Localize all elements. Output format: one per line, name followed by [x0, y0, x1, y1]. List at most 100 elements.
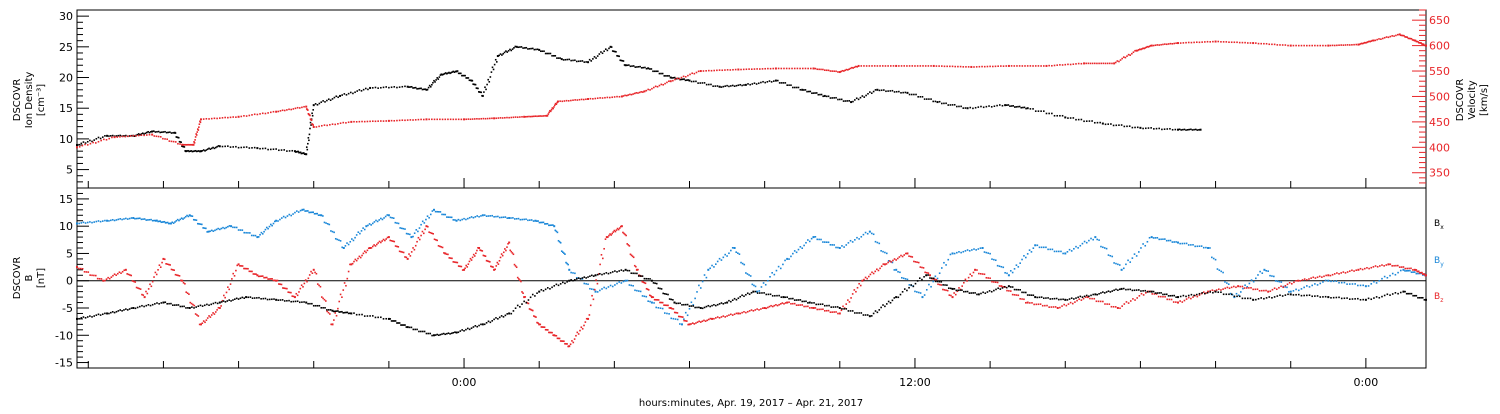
density-point [374, 86, 377, 89]
bx-point [342, 312, 345, 314]
by-point [290, 214, 292, 217]
density-point [101, 136, 104, 138]
bz-point [767, 306, 769, 309]
by-point [305, 210, 308, 212]
bx-point [980, 292, 982, 295]
density-point [515, 45, 518, 48]
velocity-point [1385, 36, 1388, 38]
velocity-point [210, 117, 213, 120]
by-point [1402, 268, 1405, 271]
bx-point [949, 287, 952, 290]
density-point [733, 85, 736, 87]
velocity-point [759, 68, 761, 70]
bz-point [1421, 271, 1423, 274]
velocity-point [890, 65, 892, 67]
bz-point [1321, 276, 1323, 278]
by-point [985, 251, 988, 254]
velocity-point [531, 115, 534, 118]
bx-point [1322, 296, 1324, 298]
by-point [718, 257, 721, 260]
by-point [396, 222, 398, 224]
velocity-point [516, 116, 519, 119]
velocity-point [1416, 40, 1418, 43]
bx-point [681, 304, 683, 306]
density-point [385, 86, 388, 88]
by-point [263, 230, 265, 233]
bx-point [927, 274, 929, 276]
by-point [542, 221, 545, 224]
velocity-point [1165, 43, 1168, 46]
density-point [390, 86, 393, 89]
density-point [672, 76, 675, 79]
velocity-point [1263, 42, 1265, 45]
bx-point [632, 272, 634, 275]
bz-point [298, 291, 300, 293]
bz-point [362, 252, 365, 255]
velocity-point [119, 135, 121, 138]
bz-point [948, 294, 951, 296]
density-point [457, 72, 460, 75]
bx-point [972, 292, 975, 294]
velocity-point [245, 115, 248, 117]
bx-point [1346, 297, 1348, 299]
by-point [833, 244, 835, 246]
by-point [392, 217, 395, 219]
bz-point [201, 322, 204, 324]
by-point [405, 232, 408, 235]
bz-point [1033, 303, 1035, 306]
velocity-point [662, 83, 664, 86]
bx-point [1297, 293, 1300, 296]
bz-point [173, 269, 175, 271]
bz-point [1086, 296, 1089, 299]
bz-point [142, 294, 145, 296]
by-point [1394, 273, 1397, 276]
velocity-point [820, 68, 822, 71]
bz-point [91, 274, 93, 277]
density-point [462, 74, 464, 77]
density-point [1067, 117, 1069, 119]
velocity-point [633, 92, 636, 95]
density-point [844, 100, 847, 102]
by-point [412, 235, 414, 238]
bz-point [1172, 301, 1175, 303]
density-point [465, 77, 467, 79]
bx-point [281, 299, 284, 301]
bx-point [931, 277, 933, 279]
by-point [923, 294, 926, 296]
bx-point [465, 328, 467, 331]
bz-point [441, 246, 444, 249]
density-point [686, 79, 688, 81]
bz-point [390, 239, 393, 242]
velocity-point [188, 143, 191, 146]
bz-point [167, 263, 170, 266]
bx-point [750, 291, 753, 294]
density-point [554, 55, 557, 57]
by-point [1269, 274, 1271, 277]
bz-point [602, 257, 604, 260]
density-point [814, 92, 816, 94]
velocity-point [1306, 44, 1308, 47]
by-point [572, 272, 574, 274]
velocity-point [374, 120, 377, 123]
bz-point [1282, 286, 1285, 289]
bz-point [85, 271, 88, 273]
density-point [307, 137, 310, 139]
by-point [169, 222, 171, 225]
density-point [1007, 104, 1010, 106]
bx-point [461, 329, 463, 331]
bz-point [113, 273, 116, 276]
bz-point [998, 285, 1001, 287]
by-point [1303, 286, 1305, 289]
bx-point [429, 332, 432, 335]
velocity-point [441, 118, 444, 121]
velocity-point [881, 65, 884, 67]
bx-point [585, 277, 587, 279]
by-point [161, 221, 164, 223]
bx-point [1158, 292, 1161, 294]
density-point [854, 99, 856, 101]
legend-bz: Bz [1434, 292, 1443, 304]
bx-point [117, 310, 120, 312]
velocity-point [837, 71, 839, 73]
bx-point [446, 332, 448, 335]
bz-point [758, 309, 760, 311]
